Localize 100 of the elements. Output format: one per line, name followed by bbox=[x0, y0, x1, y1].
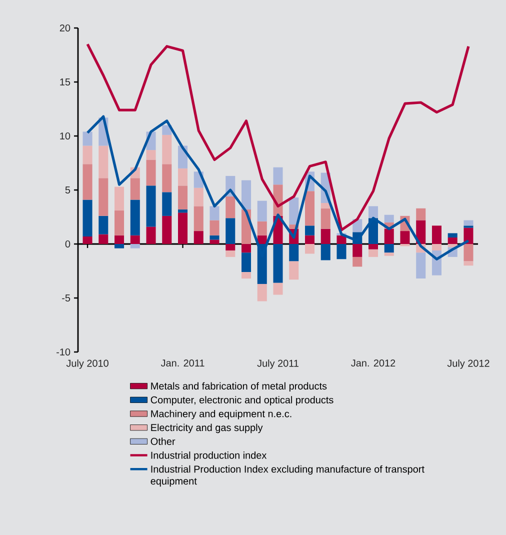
legend-label: Computer, electronic and optical products bbox=[150, 396, 334, 406]
bar bbox=[82, 146, 92, 164]
bar bbox=[226, 218, 236, 244]
bar bbox=[226, 250, 236, 257]
line-series bbox=[86, 42, 470, 232]
bar bbox=[464, 244, 474, 262]
bar bbox=[400, 231, 410, 244]
y-tick-label: -10 bbox=[56, 348, 70, 356]
bar bbox=[368, 244, 378, 250]
bar bbox=[146, 186, 156, 227]
bar bbox=[178, 209, 188, 213]
legend-label: Industrial Production Index excluding manufacture of transport equipment bbox=[150, 465, 424, 487]
bar bbox=[210, 235, 220, 240]
bar bbox=[98, 146, 108, 178]
y-tick-label: 20 bbox=[60, 24, 70, 32]
bar bbox=[464, 228, 474, 244]
bar bbox=[352, 244, 362, 257]
bar bbox=[130, 244, 140, 248]
bar bbox=[226, 244, 236, 250]
y-tick-label: -5 bbox=[62, 294, 70, 302]
bar bbox=[273, 282, 283, 295]
bar bbox=[210, 240, 220, 244]
bar bbox=[336, 244, 346, 260]
bar bbox=[146, 160, 156, 186]
bar bbox=[273, 167, 283, 185]
bar bbox=[289, 198, 299, 225]
bar bbox=[241, 180, 252, 210]
bar bbox=[289, 261, 299, 280]
bar bbox=[448, 238, 458, 244]
bar bbox=[130, 178, 140, 200]
x-tick-label: July 2011 bbox=[257, 360, 298, 369]
bar bbox=[162, 192, 172, 216]
legend-label: Industrial production index bbox=[151, 452, 267, 461]
x-tick-label: Jan. 2012 bbox=[351, 360, 396, 367]
bar bbox=[448, 233, 458, 238]
bar bbox=[114, 235, 124, 244]
bar bbox=[82, 200, 92, 236]
bar bbox=[82, 236, 92, 244]
bar bbox=[320, 244, 330, 260]
bar bbox=[226, 196, 236, 218]
bar bbox=[114, 210, 124, 236]
bar bbox=[241, 252, 252, 272]
bar bbox=[194, 206, 204, 232]
bar bbox=[146, 150, 156, 160]
y-tick-label: 10 bbox=[60, 132, 70, 140]
bar bbox=[178, 168, 188, 186]
bar bbox=[194, 231, 204, 244]
bar bbox=[289, 244, 299, 262]
bar bbox=[416, 208, 426, 220]
legend-label: Metals and fabrication of metal products bbox=[151, 382, 327, 392]
legend-label: Machinery and equipment n.e.c. bbox=[151, 410, 292, 420]
bar bbox=[336, 235, 346, 244]
y-tick-label: 5 bbox=[65, 186, 70, 194]
bar bbox=[368, 206, 378, 218]
bar bbox=[304, 226, 315, 236]
legend-label: Electricity and gas supply bbox=[151, 424, 263, 434]
bar bbox=[146, 226, 156, 244]
bar bbox=[82, 164, 92, 200]
bar bbox=[257, 284, 267, 302]
x-tick-label: July 2010 bbox=[66, 360, 108, 369]
bar bbox=[162, 134, 172, 164]
bar bbox=[320, 228, 330, 244]
bar bbox=[162, 216, 172, 244]
bar bbox=[98, 216, 108, 234]
x-tick-label: July 2012 bbox=[447, 360, 490, 369]
x-tick-label: Jan. 2011 bbox=[160, 360, 204, 367]
bar bbox=[304, 191, 315, 226]
bar bbox=[384, 244, 394, 253]
bar bbox=[82, 132, 92, 146]
bar bbox=[257, 200, 267, 222]
bar bbox=[178, 212, 188, 244]
bar bbox=[304, 244, 315, 254]
bar bbox=[130, 200, 140, 236]
bar bbox=[162, 164, 172, 192]
bar bbox=[384, 252, 394, 256]
bar bbox=[384, 228, 394, 244]
bar bbox=[273, 244, 283, 283]
bar bbox=[257, 221, 267, 236]
bar bbox=[98, 178, 108, 216]
bar bbox=[114, 186, 124, 211]
bar bbox=[432, 244, 442, 250]
bar bbox=[98, 234, 108, 244]
bar bbox=[241, 272, 252, 279]
bar bbox=[464, 261, 474, 266]
bar bbox=[432, 226, 442, 244]
y-tick-label: 0 bbox=[65, 240, 70, 248]
bar bbox=[352, 256, 362, 267]
y-tick-label: 15 bbox=[60, 78, 70, 86]
bar bbox=[210, 206, 220, 220]
bar bbox=[114, 244, 124, 248]
bar bbox=[210, 220, 220, 236]
bar bbox=[464, 220, 474, 226]
bar bbox=[416, 252, 426, 279]
bar bbox=[320, 202, 330, 208]
bar bbox=[416, 220, 426, 244]
bar bbox=[384, 214, 394, 222]
bar bbox=[304, 235, 315, 244]
bar bbox=[320, 208, 330, 229]
bar bbox=[194, 188, 204, 206]
bar bbox=[130, 235, 140, 244]
